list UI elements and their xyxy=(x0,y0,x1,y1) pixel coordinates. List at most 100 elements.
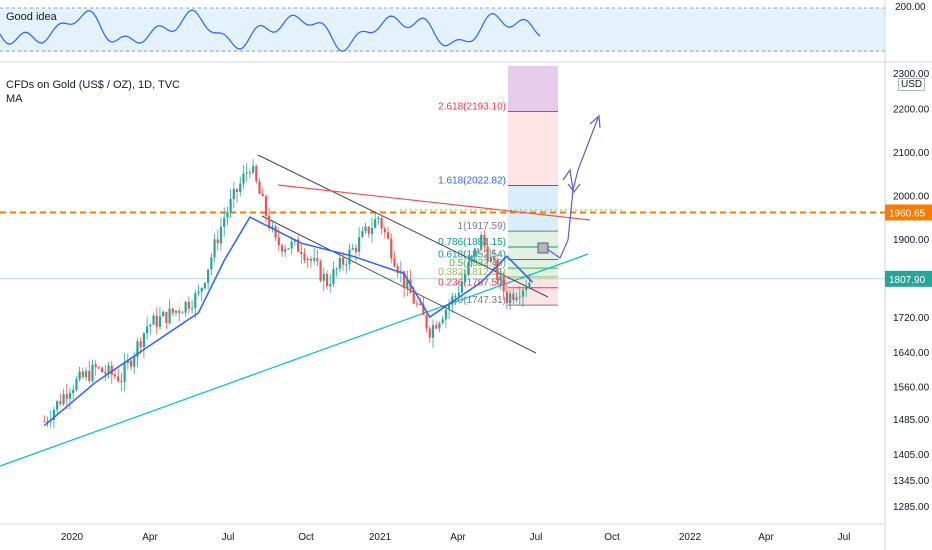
candle-body xyxy=(203,283,207,288)
candle-body xyxy=(515,297,518,300)
fib-zone-top xyxy=(508,66,558,112)
fib-zone xyxy=(508,111,558,186)
candle-body xyxy=(489,257,492,262)
candle-body xyxy=(480,234,483,250)
candle-body xyxy=(319,261,322,281)
candle-body xyxy=(149,324,152,327)
candle-body xyxy=(419,303,422,305)
resistance-price-tag xyxy=(885,204,932,221)
candle-body xyxy=(525,287,528,291)
candle-body xyxy=(123,363,126,382)
time-tick-label: Jul xyxy=(222,532,235,543)
candle-body xyxy=(303,253,306,261)
candle-body xyxy=(107,365,110,374)
price-tick-label: 1485.00 xyxy=(893,415,930,426)
candle-body xyxy=(133,356,136,367)
candle-body xyxy=(261,193,264,197)
current-price-label: 1807.90 xyxy=(889,275,926,286)
candle-body xyxy=(492,257,496,261)
price-tick-partial: 2300.00 xyxy=(893,69,930,80)
fib-zone xyxy=(508,259,558,269)
candle-body xyxy=(94,364,97,368)
candle-body xyxy=(521,290,525,297)
price-tick-label: 1285.00 xyxy=(893,502,930,513)
candle-body xyxy=(252,166,255,173)
candle-body xyxy=(509,293,512,304)
candle-body xyxy=(162,311,165,317)
candle-body xyxy=(460,281,464,293)
candle-body xyxy=(62,394,65,405)
candle-body xyxy=(348,249,351,265)
time-tick-label: Apr xyxy=(758,532,774,543)
fib-zone xyxy=(508,247,558,260)
candle-body xyxy=(505,291,508,304)
candle-body xyxy=(117,376,120,382)
candle-body xyxy=(316,258,319,262)
candle-body xyxy=(496,260,499,281)
candle-body xyxy=(213,239,216,258)
indicator-title: Good idea xyxy=(6,11,57,23)
candle-body xyxy=(309,258,313,261)
currency-label[interactable]: USD xyxy=(898,78,926,91)
candle-body xyxy=(502,275,505,292)
price-tick-label: 2100.00 xyxy=(893,148,930,159)
price-tick-label: 1640.00 xyxy=(893,348,930,359)
candle-body xyxy=(271,226,274,229)
candle-body xyxy=(101,367,104,373)
candle-body xyxy=(361,231,364,238)
fib-zone xyxy=(508,185,558,232)
candle-body xyxy=(431,325,435,338)
candle-body xyxy=(358,237,361,252)
candle-body xyxy=(104,372,107,374)
candle-body xyxy=(75,379,78,390)
candle-body xyxy=(332,269,335,285)
fib-zone xyxy=(508,231,558,248)
candle-body xyxy=(110,365,113,375)
price-tick-label: 1405.00 xyxy=(893,450,930,461)
candle-body xyxy=(43,421,46,423)
candle-body xyxy=(258,181,261,194)
indicator-line xyxy=(0,9,541,53)
candle-body xyxy=(91,364,94,381)
fib-zone xyxy=(508,287,558,306)
candle-body xyxy=(374,219,377,228)
trendline-resistance xyxy=(277,184,591,221)
candle-body xyxy=(454,295,457,297)
candle-body xyxy=(146,326,149,334)
candle-body xyxy=(171,308,174,313)
indicator-band xyxy=(0,8,885,52)
projection-path-upper xyxy=(572,117,599,191)
time-tick-label: Apr xyxy=(142,532,158,543)
candle-body xyxy=(396,266,399,274)
moving-average-line xyxy=(43,216,534,427)
candle-body xyxy=(390,238,393,259)
candle-body xyxy=(313,258,316,261)
candle-body xyxy=(139,341,142,348)
candle-body xyxy=(470,256,473,263)
candle-body xyxy=(428,328,431,338)
fib-level-label: 0(1747.31) xyxy=(458,295,506,306)
price-tick-label: 1720.00 xyxy=(893,313,930,324)
candle-body xyxy=(467,262,470,275)
candle-body xyxy=(354,247,358,252)
candle-body xyxy=(200,287,203,292)
candle-body xyxy=(242,173,245,184)
candle-body xyxy=(210,257,213,270)
candle-body xyxy=(194,293,197,309)
candle-body xyxy=(415,303,419,305)
fib-zone xyxy=(508,276,558,288)
candle-body xyxy=(290,241,293,249)
price-tick-label: 2200.00 xyxy=(893,105,930,116)
time-tick-label: 2021 xyxy=(369,532,392,543)
candle-body xyxy=(155,315,158,327)
candle-body xyxy=(277,237,280,246)
time-tick-label: 2020 xyxy=(61,532,84,543)
fib-level-label: 0.382(1812.36) xyxy=(438,267,506,278)
candle-body xyxy=(473,248,476,257)
fib-level-label: 1(1917.59) xyxy=(458,221,506,232)
projection-arrowhead-mid xyxy=(567,183,581,193)
candle-body xyxy=(59,401,62,405)
candle-body xyxy=(88,370,91,381)
